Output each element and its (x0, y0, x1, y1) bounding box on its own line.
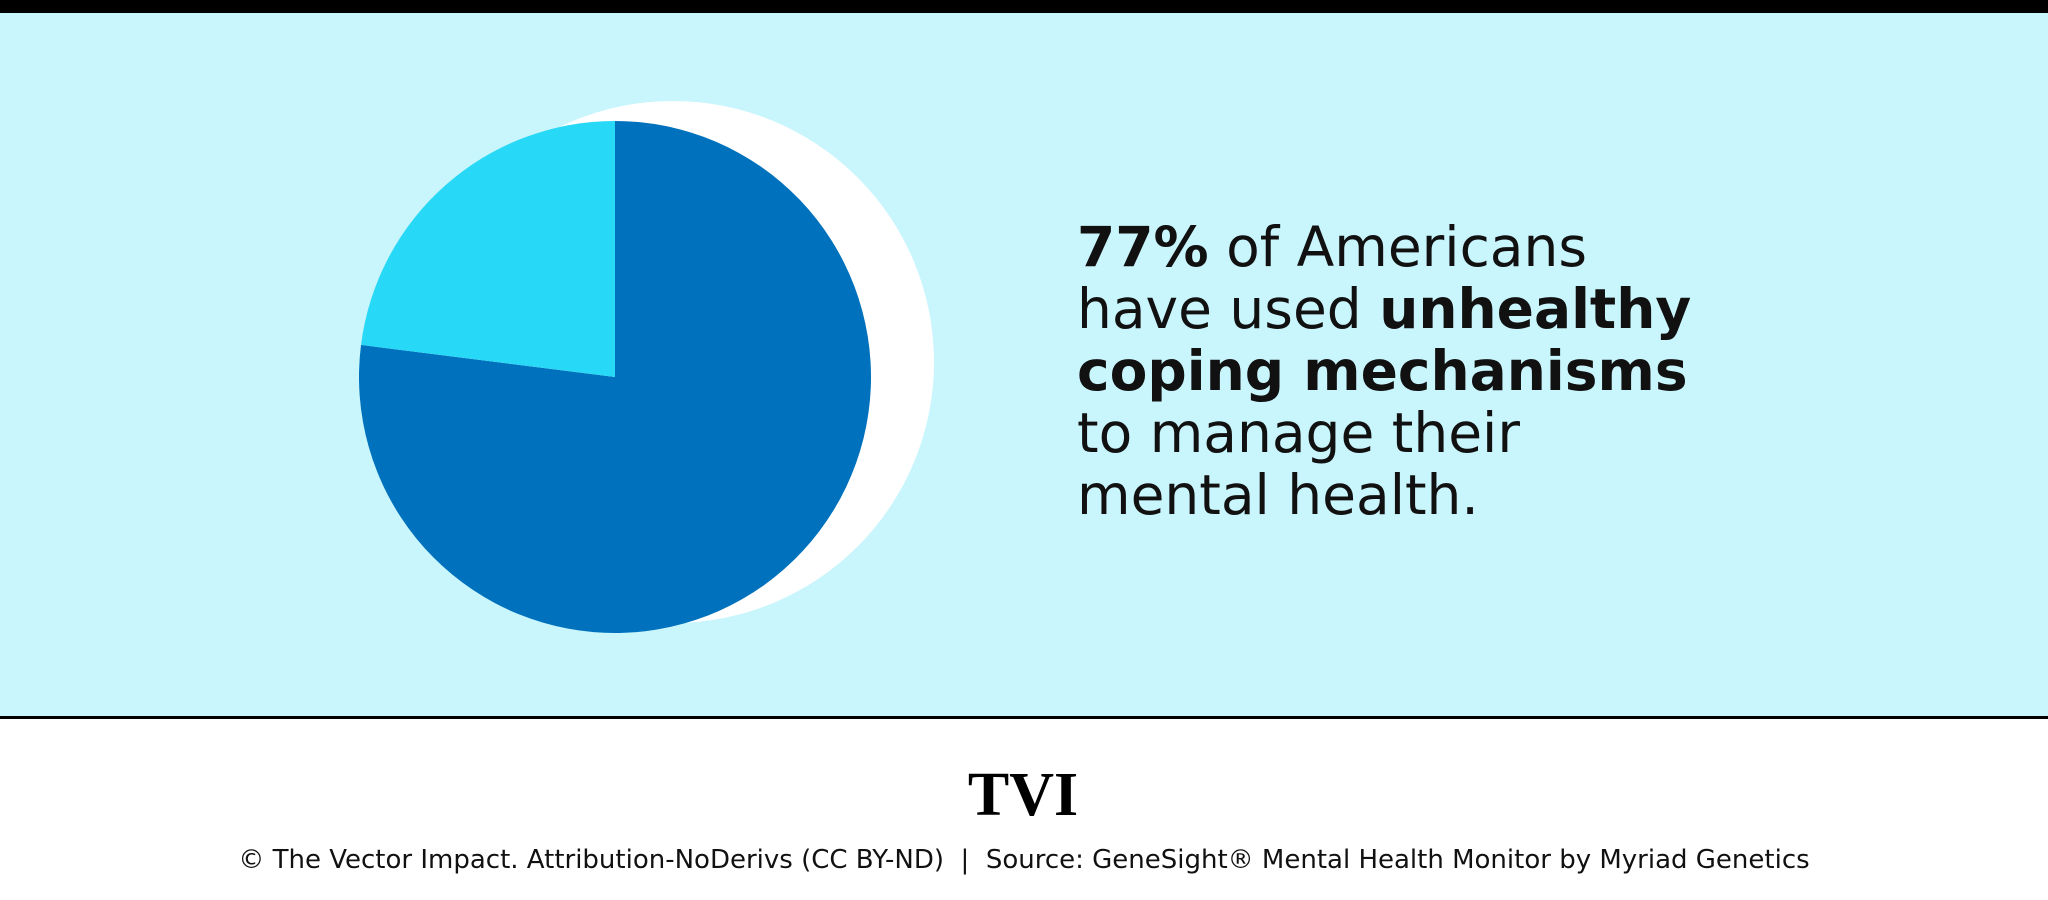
pie-slice (359, 121, 872, 633)
pie-slice (361, 121, 615, 377)
annotation-text: to manage their (1077, 401, 1520, 465)
credit: © The Vector Impact. Attribution-NoDeriv… (238, 845, 1809, 875)
annotation-bold: coping mechanisms (1077, 339, 1688, 403)
divider (0, 716, 2048, 719)
annotation: 77% of Americans have used unhealthy copin… (1077, 215, 1691, 527)
annotation-text: of Americans (1209, 215, 1587, 279)
annotation-bold: unhealthy (1379, 277, 1691, 341)
annotation-text: mental health. (1077, 463, 1479, 527)
annotation-text: have used (1077, 277, 1379, 341)
top-bar (0, 0, 2048, 13)
panel (0, 13, 2048, 718)
pie (359, 121, 872, 633)
logo: TVI (968, 761, 1078, 829)
annotation-bold: 77% (1077, 215, 1209, 279)
